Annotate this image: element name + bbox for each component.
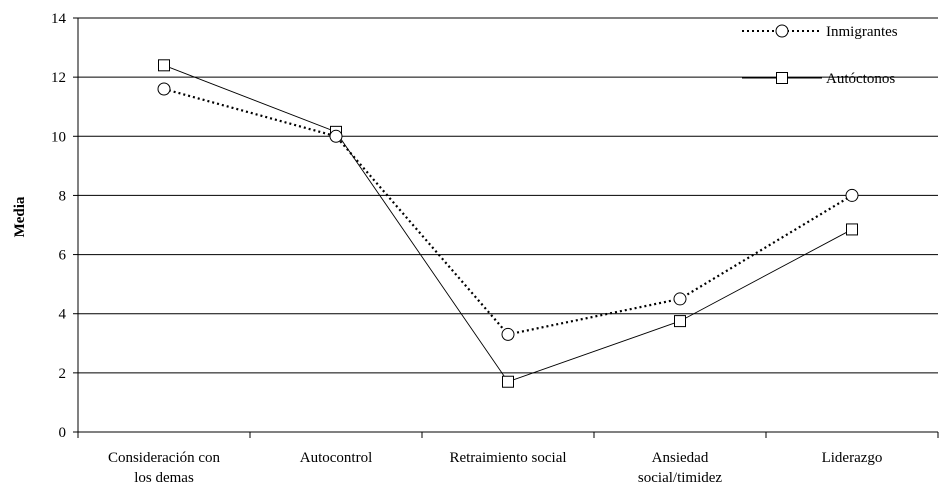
x-tick-label: Consideración con los demas <box>108 450 221 486</box>
data-point <box>674 315 686 328</box>
x-tick-label: Autocontrol <box>300 450 373 466</box>
y-tick-label: 12 <box>51 70 66 86</box>
y-tick-label: 0 <box>59 425 67 441</box>
x-tick-label: Liderazgo <box>822 450 883 466</box>
legend: Inmigrantes Autóctonos <box>742 24 898 87</box>
series-autóctonos <box>158 59 858 388</box>
axes <box>73 17 939 438</box>
data-point <box>846 223 858 236</box>
y-tick-label: 4 <box>59 307 67 323</box>
legend-swatch-marker <box>776 72 788 84</box>
series-line <box>163 87 853 336</box>
series-inmigrantes <box>157 82 859 341</box>
x-tick-label: Retraimiento social <box>449 450 566 466</box>
legend-label: Inmigrantes <box>826 24 898 40</box>
data-point <box>329 129 343 143</box>
series-group <box>157 59 859 388</box>
y-tick-label: 2 <box>59 366 67 382</box>
legend-item: Autóctonos <box>742 71 895 87</box>
data-point <box>157 82 171 96</box>
y-axis-label: Media <box>12 196 28 237</box>
data-point <box>501 327 515 341</box>
legend-item: Inmigrantes <box>742 24 898 40</box>
data-point <box>845 188 859 202</box>
legend-label: Autóctonos <box>826 71 895 87</box>
y-tick-label: 8 <box>59 188 67 204</box>
data-point <box>673 292 687 306</box>
data-point <box>158 59 170 72</box>
y-tick-label: 14 <box>51 11 67 27</box>
x-tick-label: Ansiedad social/timidez <box>638 450 722 486</box>
tick-labels: 0 2 4 6 8 10 12 14 Consideración con los demas Aut… <box>51 11 882 486</box>
y-tick-label: 10 <box>51 129 66 145</box>
data-point <box>502 375 514 388</box>
gridlines <box>78 17 938 374</box>
y-tick-label: 6 <box>59 248 67 264</box>
legend-swatch-marker <box>775 24 789 38</box>
